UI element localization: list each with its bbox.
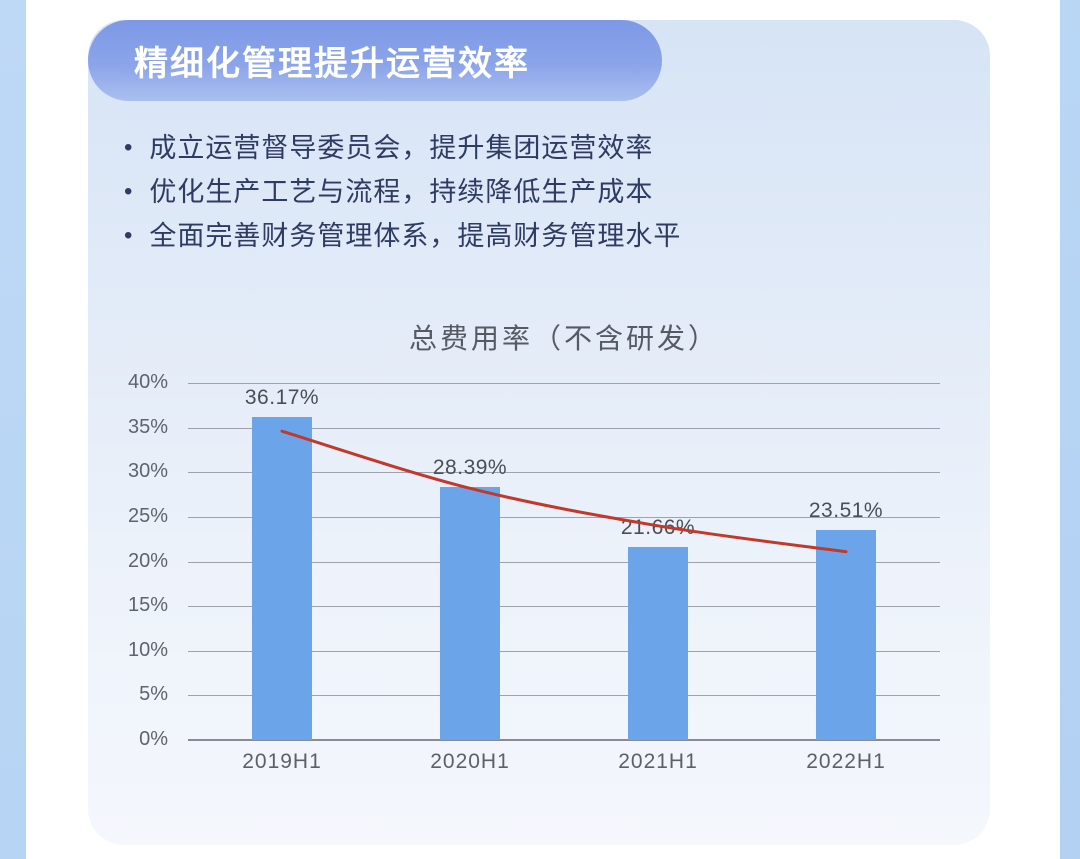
bullet-list: • 成立运营督导委员会，提升集团运营效率 • 优化生产工艺与流程，持续降低生产成… [124, 126, 681, 258]
y-axis-tick: 30% [127, 460, 168, 483]
bar-2019H1 [252, 417, 312, 740]
gridline-40 [188, 383, 940, 384]
bar-value-label: 28.39% [432, 455, 508, 479]
y-axis-tick: 25% [127, 504, 168, 527]
y-axis-tick: 35% [127, 415, 168, 438]
bullet-text: 全面完善财务管理体系，提高财务管理水平 [149, 221, 682, 251]
gridline-15 [188, 606, 940, 608]
chart-title: 总费用率（不含研发） [408, 323, 719, 354]
bar-value-label: 21.66% [620, 515, 696, 539]
bullet-item: • 全面完善财务管理体系，提高财务管理水平 [124, 214, 681, 258]
bullet-item: • 优化生产工艺与流程，持续降低生产成本 [124, 170, 681, 214]
content-card: 精细化管理提升运营效率 • 成立运营督导委员会，提升集团运营效率 • 优化生产工… [88, 20, 990, 845]
section-title: 精细化管理提升运营效率 [134, 45, 530, 83]
bullet-text: 成立运营督导委员会，提升集团运营效率 [149, 133, 654, 163]
y-axis-tick: 20% [127, 549, 168, 572]
gridline-10 [188, 650, 940, 652]
left-edge-strip [0, 0, 26, 859]
bullet-dot-icon: • [124, 178, 134, 205]
bar-2021H1 [628, 546, 688, 740]
bar-value-label: 23.51% [808, 499, 884, 523]
x-axis-tick: 2022H1 [806, 750, 886, 773]
bullet-text: 优化生产工艺与流程，持续降低生产成本 [149, 177, 654, 207]
trend-line-path [280, 429, 848, 554]
bullet-dot-icon: • [124, 222, 134, 249]
x-axis-tick: 2019H1 [242, 750, 322, 773]
gridline-5 [188, 695, 940, 697]
y-axis-tick: 5% [139, 683, 168, 706]
bullet-dot-icon: • [124, 134, 134, 161]
gridline-20 [188, 561, 940, 563]
y-axis-tick: 40% [127, 371, 168, 393]
gridline-0 [188, 739, 940, 741]
y-axis-tick: 0% [139, 728, 168, 750]
right-edge-strip [1060, 0, 1080, 859]
x-axis-tick: 2020H1 [430, 750, 510, 773]
section-title-banner: 精细化管理提升运营效率 [88, 20, 662, 101]
y-axis-tick: 15% [127, 594, 168, 617]
gridline-35 [188, 427, 940, 429]
chart-plot-area: 0% 5% 10% 15% 20% 25% 30% 35% 40% 36.17% 2019H1 28.… [128, 371, 940, 773]
bar-2022H1 [816, 530, 876, 740]
y-axis-tick: 10% [127, 638, 168, 661]
bar-2020H1 [440, 486, 500, 740]
bar-value-label: 36.17% [244, 386, 320, 410]
bullet-item: • 成立运营督导委员会，提升集团运营效率 [124, 126, 681, 170]
x-axis-tick: 2021H1 [618, 750, 698, 773]
